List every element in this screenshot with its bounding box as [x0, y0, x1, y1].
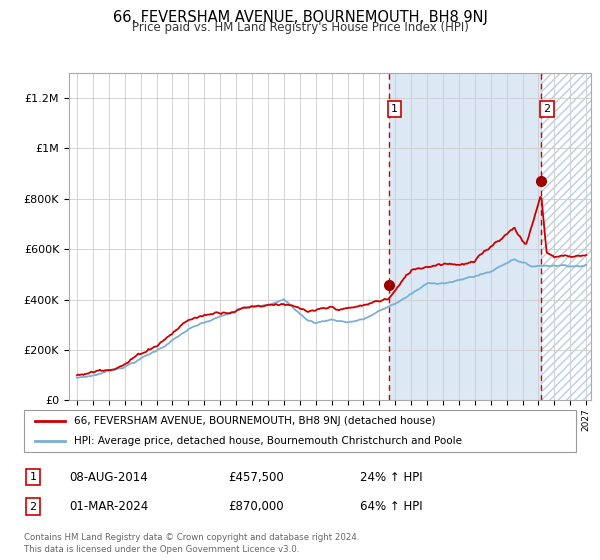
Text: 2: 2: [544, 104, 551, 114]
Text: 01-MAR-2024: 01-MAR-2024: [69, 500, 148, 514]
Bar: [541, 73, 591, 400]
Text: 1: 1: [391, 104, 398, 114]
Text: 08-AUG-2014: 08-AUG-2014: [69, 470, 148, 484]
Text: Contains HM Land Registry data © Crown copyright and database right 2024.
This d: Contains HM Land Registry data © Crown c…: [24, 533, 359, 554]
Text: HPI: Average price, detached house, Bournemouth Christchurch and Poole: HPI: Average price, detached house, Bour…: [74, 436, 461, 446]
Bar: [389, 73, 541, 400]
Text: £870,000: £870,000: [228, 500, 284, 514]
Text: 64% ↑ HPI: 64% ↑ HPI: [360, 500, 422, 514]
Text: Price paid vs. HM Land Registry's House Price Index (HPI): Price paid vs. HM Land Registry's House …: [131, 21, 469, 34]
FancyBboxPatch shape: [24, 410, 576, 452]
Text: 66, FEVERSHAM AVENUE, BOURNEMOUTH, BH8 9NJ (detached house): 66, FEVERSHAM AVENUE, BOURNEMOUTH, BH8 9…: [74, 416, 435, 426]
Text: £457,500: £457,500: [228, 470, 284, 484]
Text: 66, FEVERSHAM AVENUE, BOURNEMOUTH, BH8 9NJ: 66, FEVERSHAM AVENUE, BOURNEMOUTH, BH8 9…: [113, 10, 487, 25]
Text: 2: 2: [29, 502, 37, 512]
Text: 24% ↑ HPI: 24% ↑ HPI: [360, 470, 422, 484]
Text: 1: 1: [29, 472, 37, 482]
